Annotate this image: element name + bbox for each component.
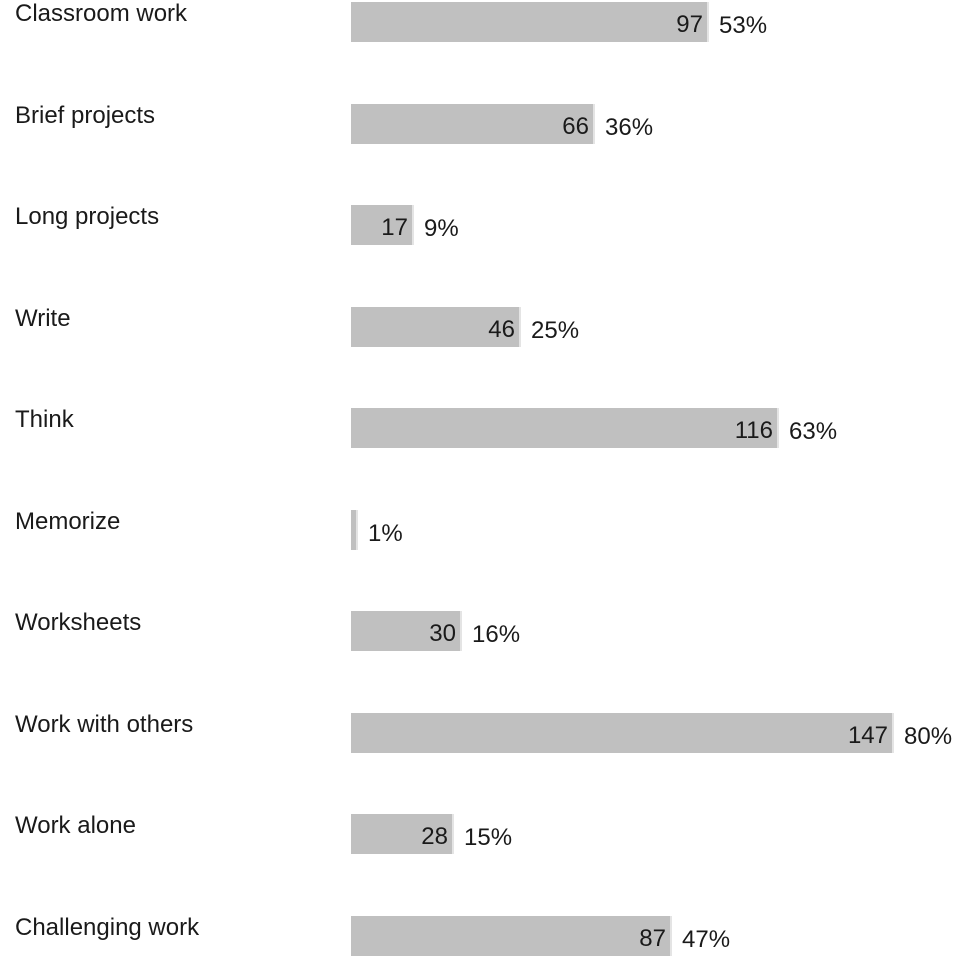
count-label: 87 — [639, 924, 666, 952]
percent-label: 25% — [531, 316, 580, 344]
bar — [351, 814, 454, 854]
count-label: 147 — [847, 721, 888, 749]
count-label: 116 — [734, 417, 773, 444]
count-label: 46 — [488, 315, 515, 343]
bar — [351, 611, 462, 651]
count-label: 28 — [421, 823, 448, 850]
percent-label: 80% — [904, 722, 953, 750]
bar-row: Work with others 147 80% — [0, 710, 968, 753]
category-label: Long projects — [15, 203, 160, 230]
category-label: Worksheets — [15, 609, 142, 636]
bar — [351, 408, 779, 448]
category-label: Think — [15, 406, 74, 433]
percent-label: 9% — [424, 215, 459, 242]
bar — [351, 205, 414, 245]
category-label: Write — [15, 304, 71, 332]
percent-label: 53% — [719, 12, 768, 39]
bar — [351, 509, 358, 550]
bar-row: Challenging work 87 47% — [0, 913, 968, 956]
count-label: 17 — [381, 214, 408, 241]
bar-row: Think 116 63% — [0, 408, 968, 448]
category-label: Brief projects — [15, 101, 156, 129]
bar — [351, 306, 521, 347]
bar — [351, 915, 672, 956]
bar — [351, 2, 709, 42]
bar-row: Worksheets 30 16% — [0, 611, 968, 651]
count-label: 97 — [676, 11, 703, 38]
bar-row: Long projects 17 9% — [0, 205, 968, 245]
category-label: Work alone — [15, 812, 136, 839]
bar-row: Work alone 28 15% — [0, 814, 968, 854]
percent-label: 63% — [789, 418, 838, 445]
category-label: Classroom work — [15, 0, 188, 27]
bar-row: Classroom work 97 53% — [0, 2, 968, 42]
percent-label: 47% — [682, 925, 731, 953]
category-label: Memorize — [15, 507, 121, 535]
bar — [351, 712, 894, 753]
bar — [351, 103, 595, 144]
category-label: Work with others — [15, 710, 194, 738]
percent-label: 36% — [605, 113, 654, 141]
bar-row: Memorize 1% — [0, 507, 968, 550]
percent-label: 15% — [464, 824, 513, 851]
bar-row: Brief projects 66 36% — [0, 101, 968, 144]
count-label: 66 — [562, 112, 589, 140]
category-label: Challenging work — [15, 913, 200, 941]
percent-label: 16% — [472, 621, 521, 648]
bar-row: Write 46 25% — [0, 304, 968, 347]
count-label: 30 — [429, 620, 456, 647]
percent-label: 1% — [368, 519, 403, 547]
